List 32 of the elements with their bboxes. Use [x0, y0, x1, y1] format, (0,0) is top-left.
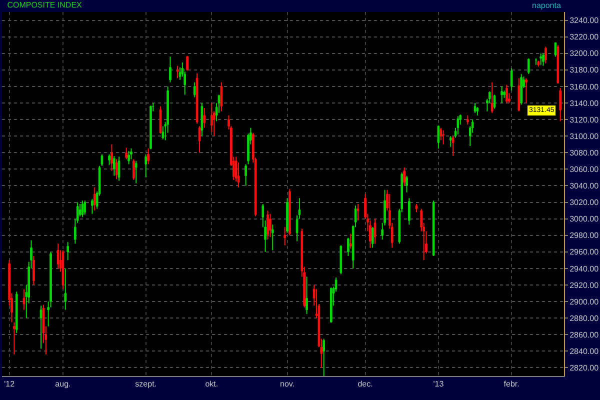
x-tick-label: '13 [433, 380, 444, 389]
y-tick-label: 3140.00 [570, 98, 600, 108]
y-tick-label: 2960.00 [570, 248, 600, 257]
text: naponta [532, 1, 562, 10]
y-tick-label: 2880.00 [570, 314, 600, 323]
y-tick-label: 3040.00 [570, 182, 600, 191]
x-tick-label: okt. [205, 380, 218, 389]
x-tick-label: febr. [504, 380, 520, 389]
y-tick-label: 3220.00 [570, 32, 600, 42]
y-tick-label: 3160.00 [570, 82, 600, 92]
y-tick-label: 2840.00 [570, 346, 600, 356]
y-tick-label: 2860.00 [570, 330, 600, 340]
y-tick-label: 3080.00 [570, 148, 600, 158]
y-tick-label: 3060.00 [570, 164, 600, 174]
y-tick-label: 3100.00 [570, 132, 600, 141]
chart-title: COMPOSITE INDEX [7, 0, 83, 10]
y-tick-label: 3020.00 [570, 198, 600, 208]
x-tick-label: szept. [135, 380, 157, 389]
y-tick-label: 3120.00 [570, 115, 600, 124]
y-tick-label: 3180.00 [570, 66, 600, 75]
y-tick-label: 3200.00 [570, 49, 600, 58]
y-tick-label: 2940.00 [570, 264, 600, 274]
x-tick-label: nov. [280, 380, 295, 389]
y-tick-label: 2820.00 [570, 364, 600, 373]
y-tick-label: 3000.00 [570, 214, 600, 224]
y-tick-label: 3240.00 [570, 16, 600, 26]
y-tick-label: 2980.00 [570, 231, 600, 240]
x-tick-label: '12 [4, 380, 16, 389]
y-tick-label: 2900.00 [570, 297, 600, 306]
x-tick-label: aug. [55, 380, 71, 389]
x-tick-label: dec. [358, 380, 373, 389]
y-tick-label: 2920.00 [570, 280, 600, 290]
